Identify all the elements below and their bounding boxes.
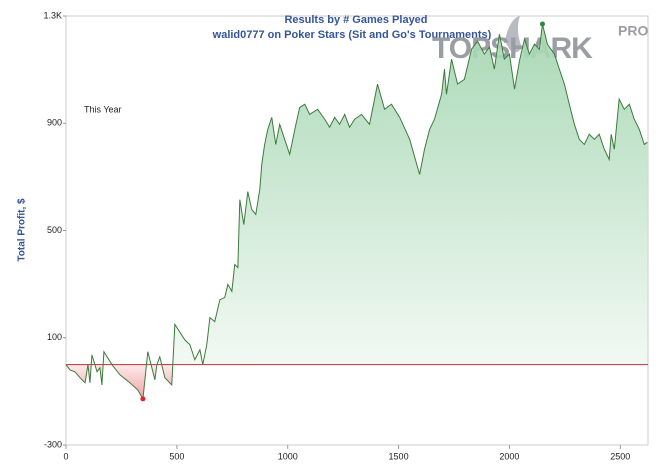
x-tick-label: 1500 [389,451,409,461]
x-tick-label: 1000 [278,451,298,461]
min-marker [140,396,146,402]
max-marker [539,21,545,27]
x-tick-label: 2000 [499,451,519,461]
y-tick-label: -300 [44,439,62,449]
y-tick-label: 900 [47,118,62,128]
logo: TOPSHARK PRO [432,16,648,65]
logo-shark [505,16,522,53]
area [66,24,648,399]
chart-title: Results by # Games Played [284,14,427,26]
chart-subtitle: walid0777 on Poker Stars (Sit and Go's T… [212,29,492,41]
logo-badge: PRO [618,23,648,39]
x-tick-label: 500 [169,451,184,461]
logo-text: TOPSHARK [432,32,593,65]
y-tick-label: 100 [47,332,62,342]
y-tick-label: 1.3K [43,10,62,20]
y-tick-label: 500 [47,225,62,235]
annotation: This Year [84,104,122,114]
x-tick-label: 0 [63,451,68,461]
x-tick-label: 2500 [610,451,630,461]
y-axis-label: Total Profit, $ [17,198,28,262]
line [65,23,648,401]
